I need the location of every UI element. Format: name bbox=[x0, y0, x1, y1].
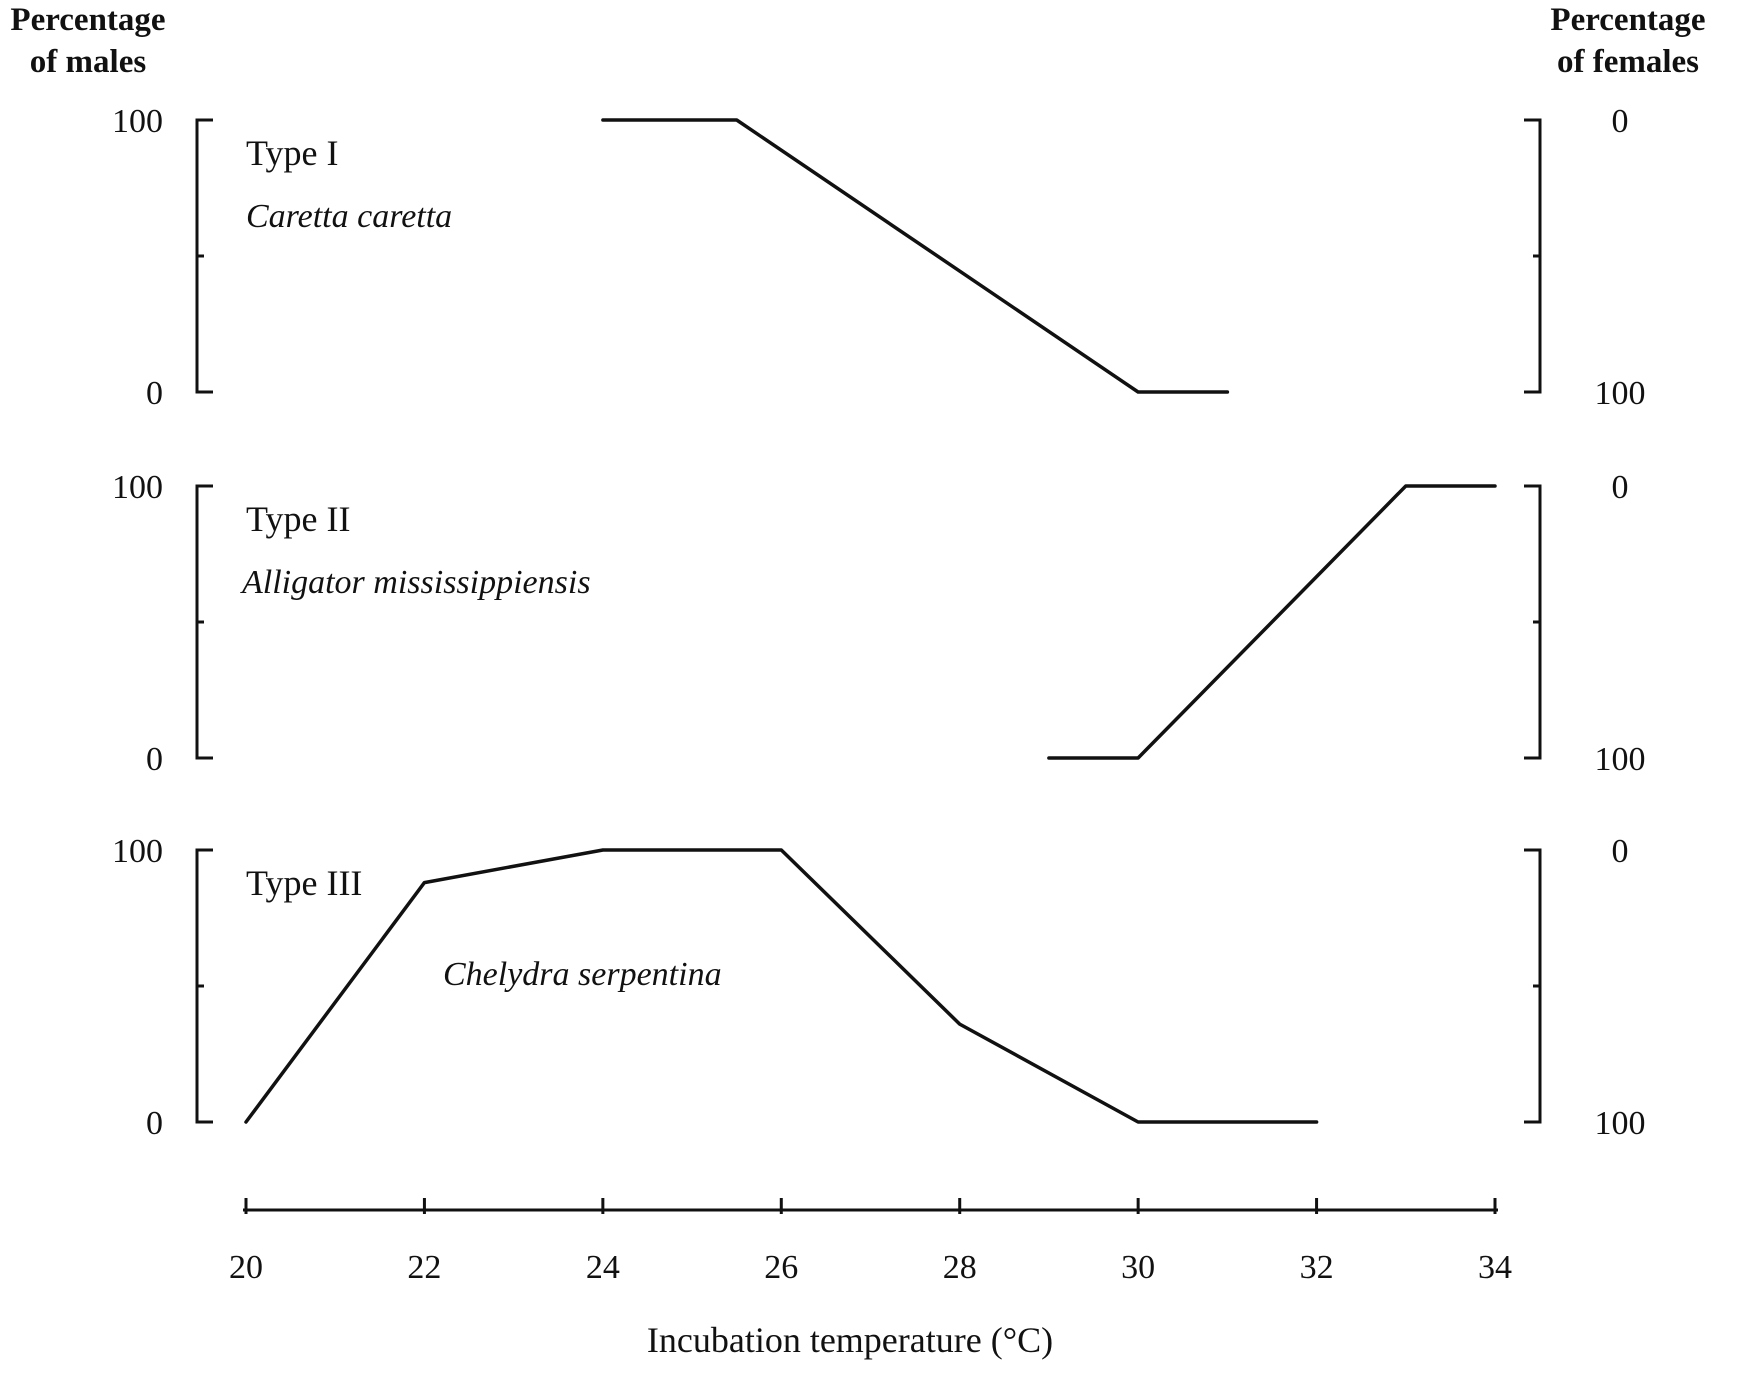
series-line bbox=[244, 848, 1319, 1124]
species-label: Chelydra serpentina bbox=[443, 956, 722, 993]
right-tick-label: 100 bbox=[1595, 1105, 1646, 1142]
x-tick-label: 28 bbox=[943, 1249, 977, 1286]
left-tick-label: 100 bbox=[112, 469, 163, 506]
right-axis-title-line2: of females bbox=[1557, 44, 1699, 80]
left-y-axis bbox=[195, 484, 213, 760]
right-tick-label: 100 bbox=[1595, 375, 1646, 412]
panel-2: 100 0 0 100 Type II Alligator mississippiensi… bbox=[112, 469, 1646, 778]
left-axis-title-line1: Percentage bbox=[10, 2, 165, 38]
left-y-axis bbox=[195, 118, 213, 394]
panel-3: 100 0 0 100 Type III Chelydra serpentina bbox=[112, 833, 1646, 1142]
x-tick-label: 22 bbox=[407, 1249, 441, 1286]
right-tick-label: 0 bbox=[1612, 833, 1629, 870]
species-label: Caretta caretta bbox=[246, 198, 452, 235]
x-tick-label: 26 bbox=[764, 1249, 798, 1286]
right-tick-label: 100 bbox=[1595, 741, 1646, 778]
left-axis-title-line2: of males bbox=[30, 44, 147, 80]
right-tick-label: 0 bbox=[1612, 469, 1629, 506]
x-tick-label: 30 bbox=[1121, 1249, 1155, 1286]
x-tick-label: 32 bbox=[1300, 1249, 1334, 1286]
panels: 100 0 0 100 Type I Caretta caretta 100 0 0 100 Typ… bbox=[112, 103, 1646, 1142]
x-tick-label: 34 bbox=[1478, 1249, 1512, 1286]
x-axis: 20 22 24 26 28 30 32 34 bbox=[229, 1198, 1512, 1286]
right-y-axis bbox=[1524, 118, 1542, 394]
left-tick-label: 100 bbox=[112, 103, 163, 140]
species-label: Alligator mississippiensis bbox=[240, 564, 591, 601]
panel-title: Type II bbox=[246, 499, 350, 539]
x-tick-label: 24 bbox=[586, 1249, 620, 1286]
x-axis-label: Incubation temperature (°C) bbox=[647, 1320, 1053, 1360]
left-y-axis bbox=[195, 848, 213, 1124]
left-tick-label: 0 bbox=[146, 741, 163, 778]
panel-title: Type III bbox=[246, 863, 362, 903]
panel-title: Type I bbox=[246, 133, 338, 173]
series-line bbox=[1047, 484, 1497, 760]
x-tick-label: 20 bbox=[229, 1249, 263, 1286]
right-tick-label: 0 bbox=[1612, 103, 1629, 140]
panel-1: 100 0 0 100 Type I Caretta caretta bbox=[112, 103, 1646, 412]
left-tick-label: 0 bbox=[146, 1105, 163, 1142]
left-tick-label: 100 bbox=[112, 833, 163, 870]
right-axis-title-line1: Percentage bbox=[1550, 2, 1705, 38]
series-line bbox=[601, 118, 1230, 394]
right-y-axis bbox=[1524, 848, 1542, 1124]
right-y-axis bbox=[1524, 484, 1542, 760]
left-tick-label: 0 bbox=[146, 375, 163, 412]
